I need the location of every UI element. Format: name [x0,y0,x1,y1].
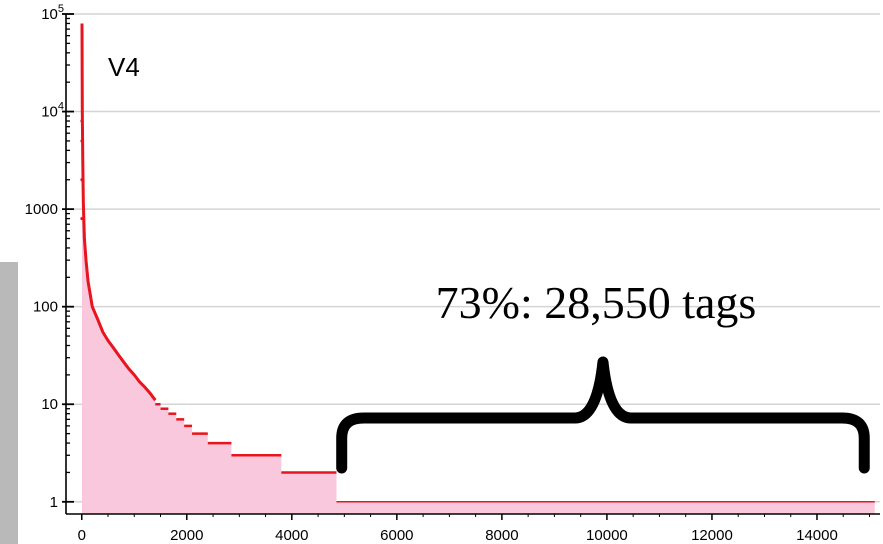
side-strip [0,262,18,544]
y-axis: 1 10 100 1000 104 105 [25,3,74,514]
x-tick-label: 0 [78,527,86,544]
x-tick-label: 12000 [691,527,733,544]
series-line [80,23,875,503]
spike-point [80,139,84,143]
x-tick-label: 10000 [586,527,628,544]
x-tick-label: 6000 [380,527,413,544]
area-fill-path [82,23,875,514]
x-tick-label: 4000 [275,527,308,544]
panel-label: V4 [108,52,140,82]
area-fill [82,23,875,514]
plot-area [66,14,880,514]
y-tick-label: 1 [50,494,58,511]
spike-point [80,119,84,123]
annotation-text: 73%: 28,550 tags [436,277,757,328]
y-tick-label: 100 [33,299,58,316]
y-tick-label: 105 [41,3,64,23]
series-curve [80,23,157,402]
y-tick-label: 10 [41,396,58,413]
x-tick-label: 14000 [796,527,838,544]
y-tick-label: 1000 [25,201,58,218]
y-tick-label: 104 [41,101,64,121]
x-axis: 0 2000 4000 6000 8000 10000 12000 14000 [66,513,880,544]
x-tick-label: 2000 [170,527,203,544]
x-tick-label: 8000 [485,527,518,544]
spike-point [80,178,84,182]
annotation-brace [336,356,870,474]
spike-point [80,216,84,221]
